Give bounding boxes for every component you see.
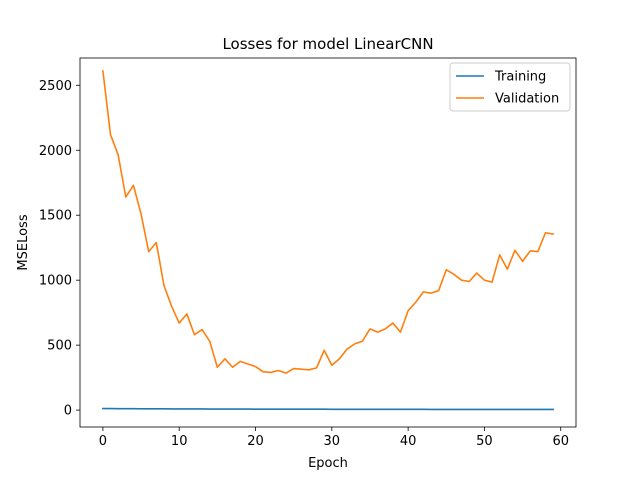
plot-frame	[79, 57, 577, 428]
series-line-validation	[102, 70, 555, 374]
x-tick-label: 60	[552, 434, 569, 449]
y-axis-label: MSELoss	[16, 214, 31, 270]
legend-box	[449, 62, 571, 112]
x-tick-label: 30	[324, 434, 341, 449]
x-tick-label: 0	[99, 434, 107, 449]
plot-area	[80, 58, 576, 427]
y-tick-label: 2500	[39, 79, 72, 94]
legend: Training Validation	[449, 62, 571, 112]
axes-layer: 0 10 20 30 40 50 60 0 500 1000 1500 2000 2500	[39, 57, 577, 449]
x-tick-label: 40	[400, 434, 417, 449]
y-tick-label: 2000	[39, 144, 72, 159]
x-tick-label: 20	[247, 434, 264, 449]
chart-title: Losses for model LinearCNN	[222, 35, 433, 53]
series-line-training	[102, 407, 554, 411]
y-tick-label: 1500	[39, 209, 72, 224]
x-axis-label: Epoch	[308, 456, 348, 471]
x-tick-label: 10	[171, 434, 188, 449]
x-tick-label: 50	[476, 434, 493, 449]
y-tick-label: 500	[47, 339, 72, 354]
y-tick-label: 0	[64, 404, 72, 419]
series-layer	[102, 70, 555, 411]
y-tick-label: 1000	[39, 274, 72, 289]
legend-label-training: Training	[494, 70, 546, 85]
legend-label-validation: Validation	[495, 92, 559, 107]
